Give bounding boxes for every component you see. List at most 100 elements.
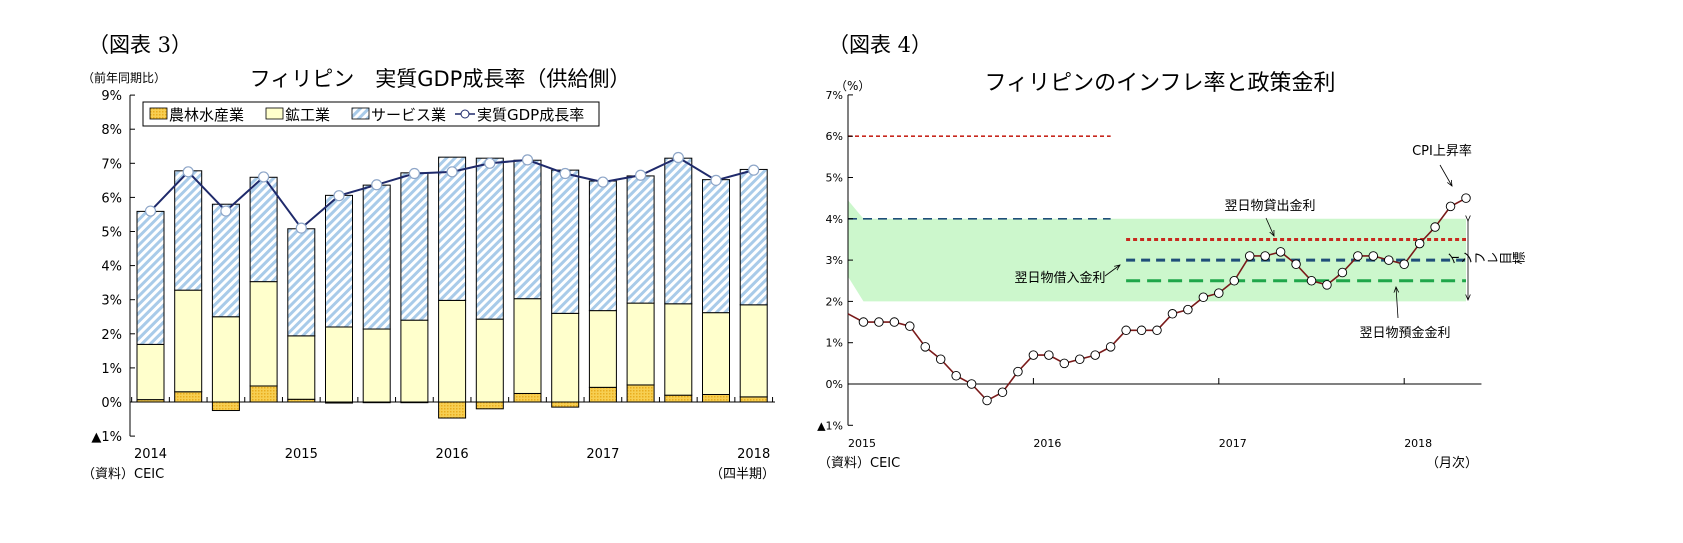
y-tick-label: 7% <box>101 157 122 172</box>
cpi-point <box>1229 276 1239 286</box>
cpi-point <box>1306 276 1317 286</box>
gdp-point <box>634 169 647 181</box>
x-tick-label: 2015 <box>285 447 318 462</box>
legend-swatch-agriculture <box>149 107 168 120</box>
cpi-point <box>905 321 915 331</box>
cpi-point <box>1291 259 1301 269</box>
bar-agriculture <box>664 394 693 403</box>
arrow-icon <box>1439 164 1452 186</box>
bar-agriculture <box>626 384 655 403</box>
y-tick-label: 4% <box>826 213 843 226</box>
bar-agriculture <box>513 392 542 403</box>
gdp-point <box>521 154 534 166</box>
y-tick-label: 1% <box>101 362 122 377</box>
legend-label-industry: 鉱工業 <box>285 106 330 124</box>
bar-industry <box>702 312 730 395</box>
cpi-point <box>1353 251 1363 261</box>
figure-4: （図表 4） （%） フィリピンのインフレ率と政策金利 ▲1% 0% 1% 2% 3% 4… <box>817 33 1525 471</box>
target-band-area <box>848 200 1466 302</box>
x-tick-label: 2018 <box>737 447 770 462</box>
cpi-point <box>874 317 884 327</box>
legend-label-agriculture: 農林水産業 <box>169 106 244 124</box>
chart-title: フィリピンのインフレ率と政策金利 <box>985 71 1336 96</box>
cpi-point <box>1044 350 1054 360</box>
bar-industry <box>136 343 165 401</box>
cpi-point <box>1090 350 1100 360</box>
y-tick-label: 6% <box>101 191 122 206</box>
bar-industry <box>626 302 655 386</box>
x-axis-ticks: 2015 2016 2017 2018 <box>848 378 1432 450</box>
bar-industry <box>400 319 429 403</box>
y-tick-label: 2% <box>826 295 843 308</box>
cpi-point <box>1136 325 1147 336</box>
bar-services <box>438 156 467 301</box>
gdp-point <box>597 176 609 188</box>
bar-services <box>513 159 542 300</box>
bar-industry <box>513 298 542 394</box>
cpi-point <box>1152 325 1162 336</box>
inflation-target-band <box>848 200 1466 302</box>
cpi-point <box>935 354 946 364</box>
cpi-point <box>1074 354 1085 364</box>
cpi-point <box>1430 222 1440 232</box>
bar-services <box>287 228 316 337</box>
bar-services <box>626 175 655 304</box>
figure-3: （図表 3） （前年同期比） フィリピン 実質GDP成長率（供給側） ▲1% 0%… <box>82 33 775 482</box>
y-tick-label: 3% <box>101 294 122 309</box>
bar-services <box>551 169 580 314</box>
bar-industry <box>362 328 391 403</box>
y-tick-label: 3% <box>826 254 843 267</box>
legend-swatch-services <box>351 107 370 120</box>
bar-industry <box>739 304 768 398</box>
frequency-note: （四半期） <box>710 467 775 482</box>
bar-agriculture <box>211 401 240 412</box>
cpi-point <box>1214 288 1224 298</box>
frequency-note: （月次） <box>1426 455 1478 471</box>
cpi-point <box>1105 342 1116 352</box>
bar-services <box>325 194 353 328</box>
annotation-inflation-target: インフレ目標 <box>1447 252 1525 268</box>
cpi-line <box>847 193 1471 406</box>
y-tick-label: 4% <box>101 260 122 275</box>
bar-services <box>362 184 391 330</box>
cpi-point <box>920 342 931 352</box>
x-tick-label: 2016 <box>1033 437 1061 450</box>
gdp-point <box>408 167 420 180</box>
bar-services <box>211 203 240 318</box>
cpi-point <box>951 370 961 381</box>
bar-agriculture <box>174 391 203 403</box>
bar-services <box>739 168 768 306</box>
bar-services <box>400 172 429 321</box>
gdp-point <box>559 167 571 180</box>
legend-marker-gdp <box>460 109 470 119</box>
axes <box>129 95 775 437</box>
annotations: 翌日物貸出金利 翌日物借入金利 翌日物預金金利 CPI上昇率 インフレ目標 <box>1014 143 1525 341</box>
cpi-point <box>966 379 977 389</box>
bars <box>136 156 768 419</box>
gdp-point <box>748 164 760 176</box>
cpi-point <box>1013 366 1023 377</box>
bar-agriculture <box>249 385 278 403</box>
bar-agriculture <box>551 401 580 408</box>
bar-industry <box>475 318 504 403</box>
cpi-point <box>1445 201 1456 212</box>
chart-title: フィリピン 実質GDP成長率（供給側） <box>250 67 631 91</box>
bar-services <box>136 210 165 345</box>
gdp-point <box>672 151 684 164</box>
gdp-point <box>295 222 307 234</box>
cpi-point <box>1198 292 1209 303</box>
y-tick-label: 0% <box>826 378 843 391</box>
cpi-point <box>1121 325 1131 336</box>
cpi-point <box>858 317 869 327</box>
x-tick-label: 2014 <box>134 447 167 462</box>
gdp-point <box>371 179 383 191</box>
gdp-point <box>710 174 722 186</box>
x-tick-label: 2017 <box>1219 437 1247 450</box>
bar-services <box>174 170 203 291</box>
y-tick-label: 5% <box>101 226 122 241</box>
arrow-icon <box>1265 217 1274 236</box>
x-tick-label: 2017 <box>586 447 619 462</box>
source-note: （資料）CEIC <box>818 456 900 471</box>
x-tick-label: 2015 <box>848 437 876 450</box>
cpi-point <box>1322 280 1332 290</box>
